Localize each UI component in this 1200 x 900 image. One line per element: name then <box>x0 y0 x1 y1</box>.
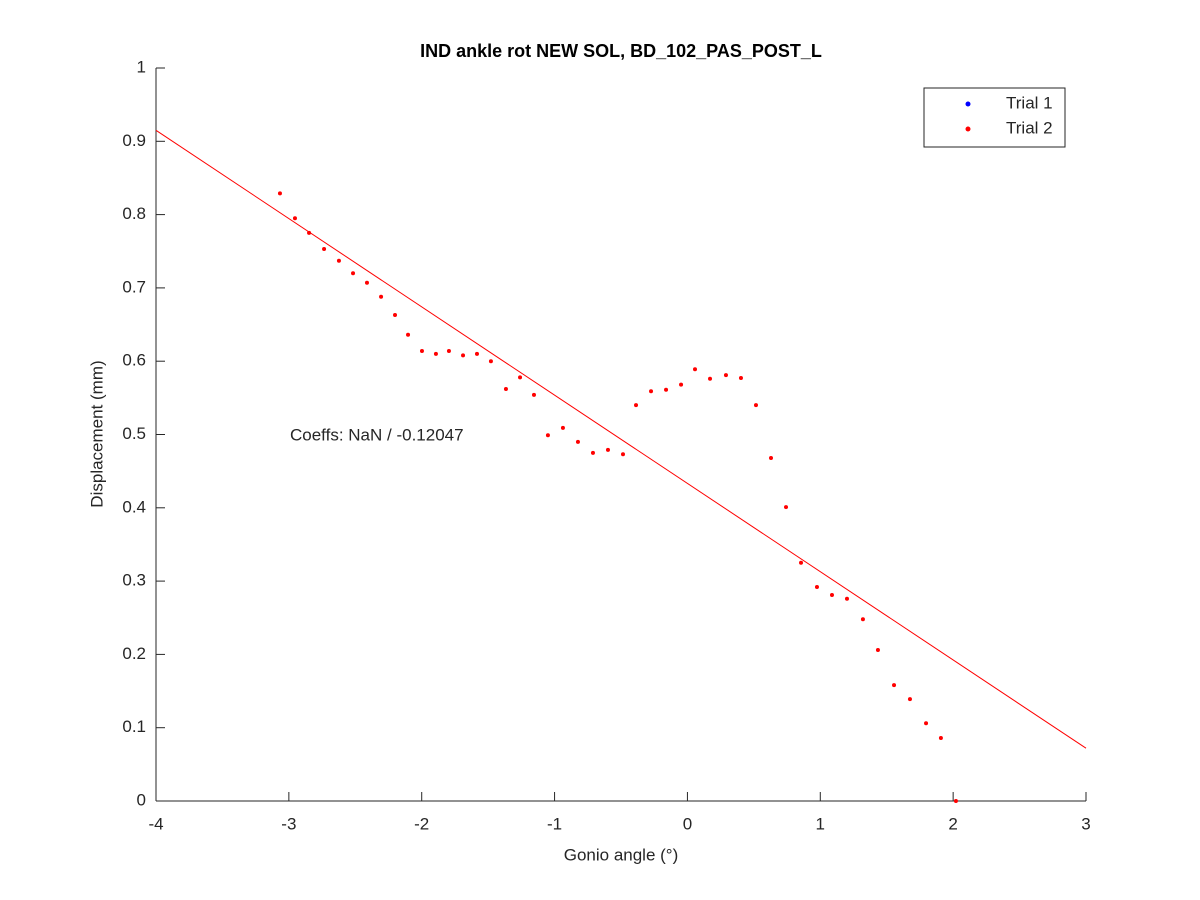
data-point <box>768 455 773 460</box>
data-point <box>938 735 943 740</box>
data-point <box>620 452 625 457</box>
data-point <box>784 505 789 510</box>
legend-label: Trial 1 <box>1006 93 1053 112</box>
data-point <box>393 313 398 318</box>
y-tick-label: 0.2 <box>122 644 146 663</box>
x-tick-label: 0 <box>683 814 692 833</box>
data-point <box>336 258 341 263</box>
legend-marker <box>965 126 971 132</box>
legend-label: Trial 2 <box>1006 118 1053 137</box>
data-point <box>664 387 669 392</box>
x-tick-label: -4 <box>148 814 163 833</box>
y-tick-label: 0.4 <box>122 497 146 516</box>
legend-marker <box>965 101 971 107</box>
data-point <box>575 439 580 444</box>
y-tick-label: 0 <box>137 790 146 809</box>
y-tick-label: 0.7 <box>122 277 146 296</box>
x-tick-label: -2 <box>414 814 429 833</box>
data-point <box>292 216 297 221</box>
data-point <box>322 247 327 252</box>
y-axis-label: Displacement (mm) <box>87 360 106 507</box>
data-point <box>590 450 595 455</box>
data-point <box>379 294 384 299</box>
data-point <box>738 376 743 381</box>
data-point <box>531 392 536 397</box>
data-point <box>605 447 610 452</box>
data-point <box>892 683 897 688</box>
data-point <box>907 697 912 702</box>
data-point <box>708 376 713 381</box>
x-tick-label: 2 <box>948 814 957 833</box>
y-tick-label: 0.6 <box>122 351 146 370</box>
data-point <box>814 584 819 589</box>
y-tick-label: 0.9 <box>122 131 146 150</box>
x-tick-label: 1 <box>816 814 825 833</box>
data-point <box>560 425 565 430</box>
data-point <box>545 433 550 438</box>
data-point <box>406 332 411 337</box>
data-point <box>860 617 865 622</box>
data-point <box>723 373 728 378</box>
data-point <box>875 648 880 653</box>
annotation: Coeffs: NaN / -0.12047 <box>290 425 464 444</box>
data-point <box>461 353 466 358</box>
y-tick-label: 0.5 <box>122 424 146 443</box>
y-tick-label: 0.8 <box>122 204 146 223</box>
data-point <box>503 387 508 392</box>
data-point <box>446 348 451 353</box>
y-tick-label: 1 <box>137 57 146 76</box>
data-point <box>419 348 424 353</box>
data-point <box>277 191 282 196</box>
data-point <box>433 351 438 356</box>
y-tick-label: 0.3 <box>122 571 146 590</box>
data-point <box>351 271 356 276</box>
legend-box <box>923 87 1066 148</box>
data-point <box>474 351 479 356</box>
data-point <box>693 367 698 372</box>
data-point <box>679 382 684 387</box>
data-point <box>844 596 849 601</box>
x-tick-label: -1 <box>547 814 562 833</box>
data-point <box>753 403 758 408</box>
data-point <box>307 230 312 235</box>
data-point <box>829 593 834 598</box>
x-tick-label: -3 <box>281 814 296 833</box>
data-point <box>649 389 654 394</box>
data-point <box>488 359 493 364</box>
data-point <box>518 375 523 380</box>
data-point <box>924 721 929 726</box>
x-tick-label: 3 <box>1081 814 1090 833</box>
y-tick-label: 0.1 <box>122 717 146 736</box>
chart-title: IND ankle rot NEW SOL, BD_102_PAS_POST_L <box>420 41 822 61</box>
data-point <box>953 799 958 803</box>
data-point <box>364 280 369 285</box>
x-axis-label: Gonio angle (°) <box>564 845 679 864</box>
data-point <box>634 403 639 408</box>
data-point <box>799 560 804 565</box>
